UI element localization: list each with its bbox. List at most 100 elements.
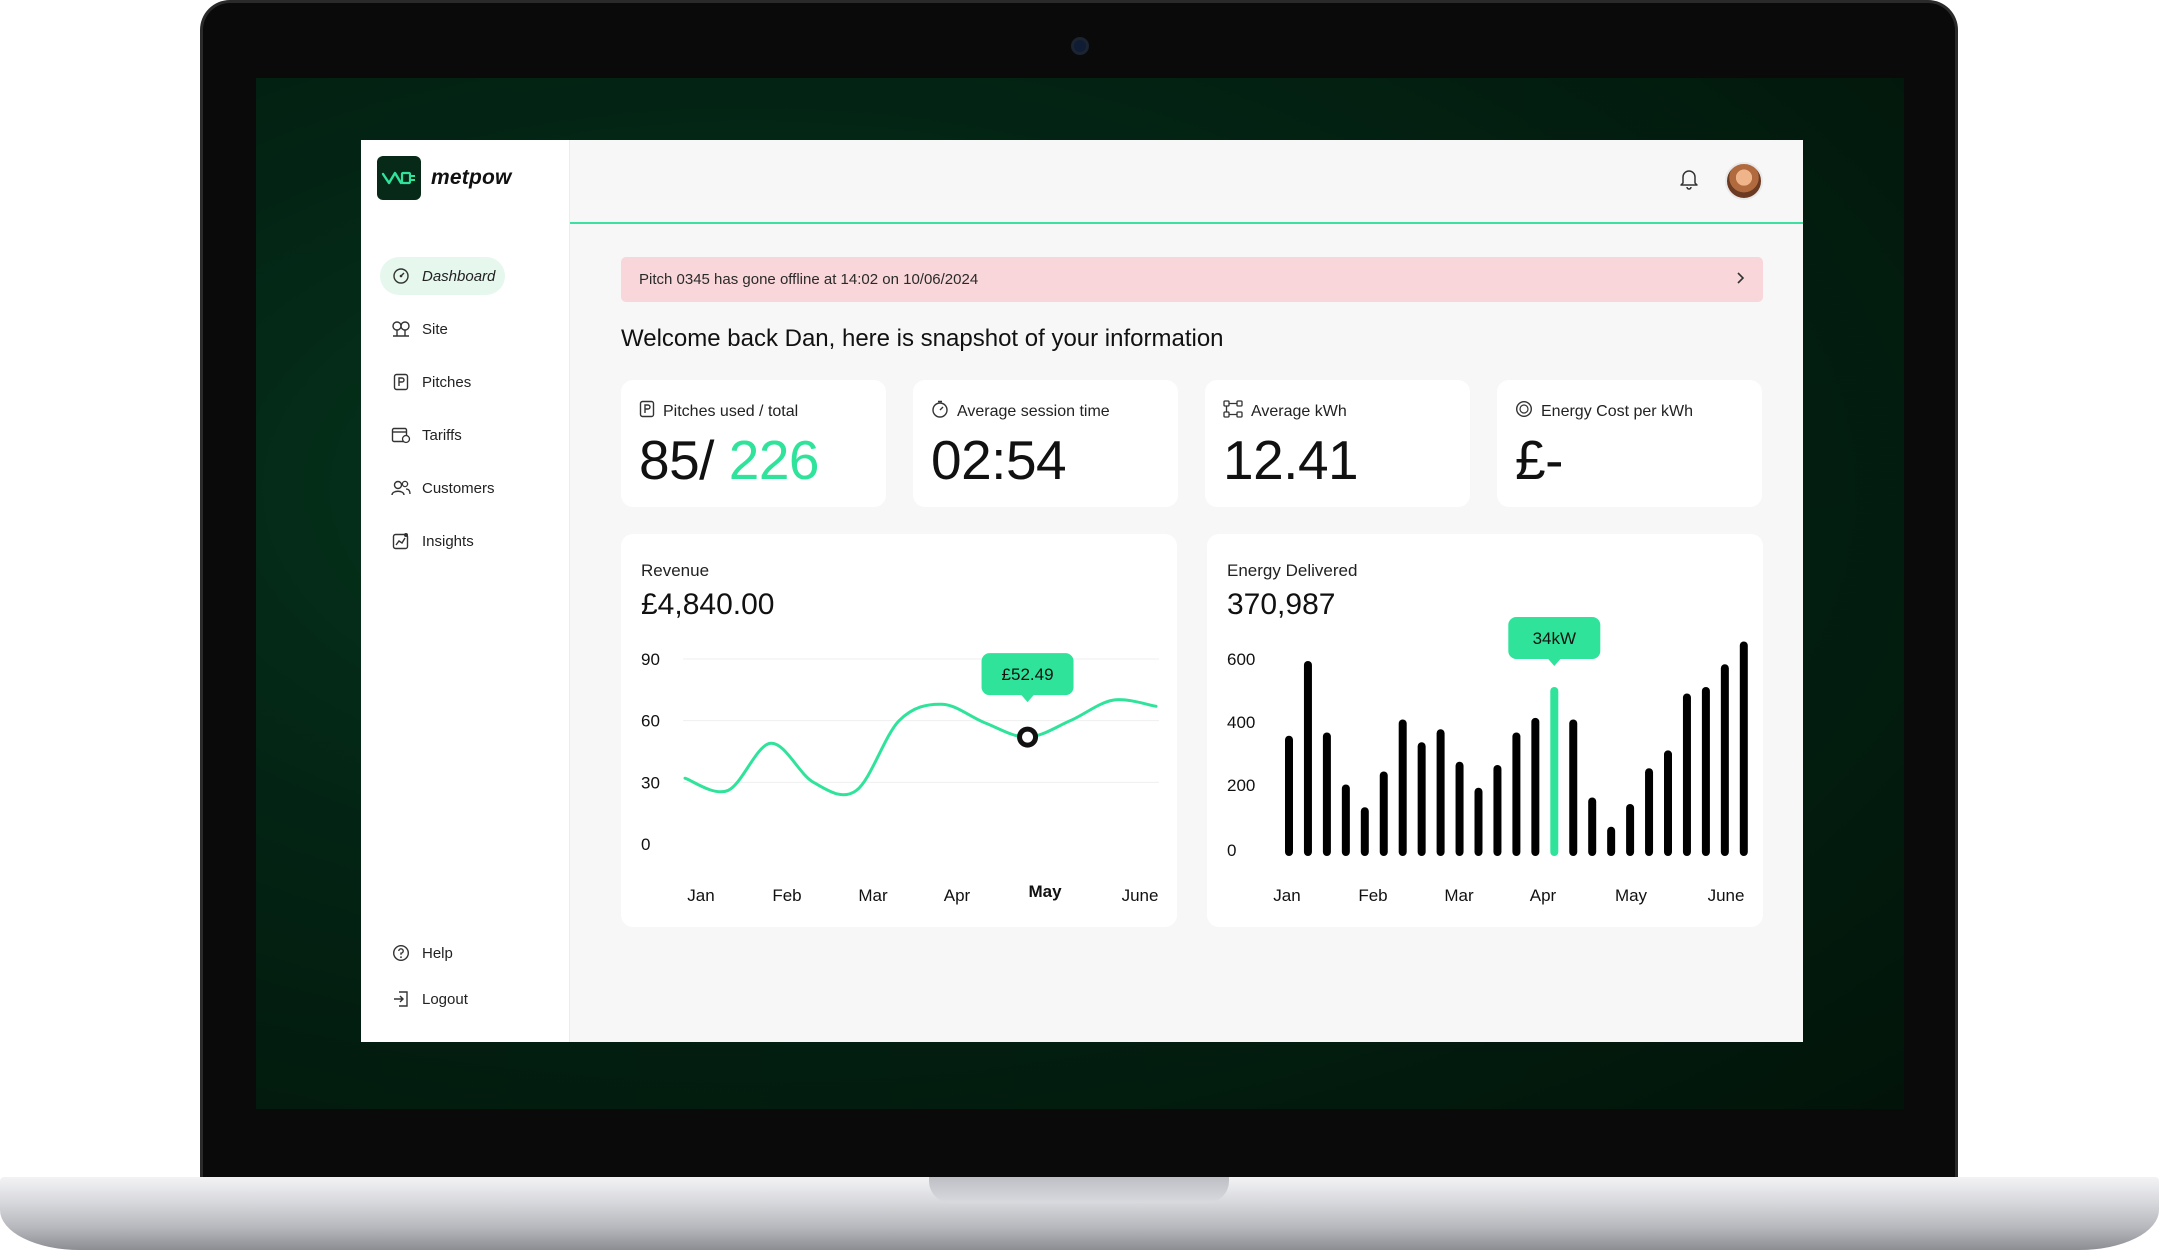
energy-bar[interactable] [1569, 719, 1578, 857]
site-icon [390, 318, 412, 340]
stat-label: Pitches used / total [663, 402, 799, 420]
camera [1071, 37, 1089, 55]
sidebar-item-label: Logout [422, 990, 468, 1008]
stat-card-session-time: Average session time 02:54 [913, 380, 1178, 507]
energy-bar[interactable] [1531, 717, 1540, 856]
sidebar-item-insights[interactable]: Insights [380, 522, 484, 560]
stat-label-row: Average session time [931, 400, 1160, 423]
energy-bar[interactable] [1303, 661, 1312, 856]
sidebar: metpow Dashboard Site [361, 140, 570, 1042]
revenue-point-marker[interactable] [1017, 726, 1039, 748]
energy-tooltip: 34kW [1508, 617, 1601, 666]
chevron-right-icon[interactable] [1735, 271, 1745, 289]
sidebar-item-label: Customers [422, 479, 495, 497]
x-tick-label: June [1708, 886, 1745, 905]
tooltip-box [981, 653, 1074, 696]
tariffs-icon [390, 424, 412, 446]
offline-alert-banner[interactable]: Pitch 0345 has gone offline at 14:02 on … [621, 257, 1763, 302]
revenue-series-line [683, 698, 1158, 797]
pitch-icon [639, 400, 655, 423]
energy-bar[interactable] [1512, 732, 1521, 857]
pitches-used: 85/ [639, 429, 714, 491]
y-tick-label: 30 [641, 773, 660, 792]
energy-bar[interactable] [1398, 719, 1407, 857]
energy-bar[interactable] [1645, 768, 1654, 856]
stat-label-row: Energy Cost per kWh [1515, 400, 1744, 423]
energy-bar[interactable] [1341, 784, 1350, 857]
network-icon [1223, 400, 1243, 423]
screen: metpow Dashboard Site [256, 78, 1904, 1109]
help-icon [390, 942, 412, 964]
energy-card: Energy Delivered 370,987 0 200 400 600 34kW J… [1207, 534, 1763, 927]
x-tick-label: Mar [1444, 886, 1474, 905]
sidebar-item-dashboard[interactable]: Dashboard [380, 257, 506, 295]
laptop-notch [929, 1177, 1229, 1203]
bell-icon[interactable] [1679, 168, 1699, 195]
sidebar-item-label: Site [422, 320, 448, 338]
energy-bar[interactable] [1739, 641, 1748, 857]
energy-bar-highlight[interactable] [1550, 687, 1559, 856]
y-tick-label: 600 [1227, 650, 1255, 669]
alert-text: Pitch 0345 has gone offline at 14:02 on … [639, 271, 979, 288]
main-content: Pitch 0345 has gone offline at 14:02 on … [570, 140, 1803, 1042]
sidebar-item-tariffs[interactable]: Tariffs [380, 416, 472, 454]
brand-name: metpow [431, 166, 512, 189]
y-tick-label: 0 [641, 835, 650, 854]
sidebar-item-label: Insights [422, 532, 474, 550]
brand[interactable]: metpow [377, 156, 512, 200]
energy-bar[interactable] [1379, 771, 1388, 857]
energy-bar[interactable] [1474, 787, 1483, 856]
stat-label-row: Pitches used / total [639, 400, 868, 423]
energy-bar[interactable] [1701, 687, 1710, 856]
tooltip-pointer [1020, 694, 1035, 703]
x-tick-label: Jan [1273, 886, 1300, 905]
sidebar-item-logout[interactable]: Logout [380, 980, 478, 1018]
x-tick-label: May [1028, 882, 1062, 901]
energy-bar[interactable] [1455, 761, 1464, 856]
stat-value: 85/ 226 [639, 433, 868, 488]
stat-label: Average session time [957, 402, 1110, 420]
x-tick-label: Feb [1358, 886, 1387, 905]
sidebar-item-customers[interactable]: Customers [380, 469, 505, 507]
revenue-card: Revenue £4,840.00 0 30 60 90 £52.49 Jan Feb Mar… [621, 534, 1177, 927]
energy-bar[interactable] [1664, 750, 1672, 856]
chart-total: 370,987 [1227, 588, 1336, 621]
coin-icon [1515, 400, 1533, 423]
sidebar-item-help[interactable]: Help [380, 934, 463, 972]
sidebar-item-label: Help [422, 944, 453, 962]
sidebar-item-label: Tariffs [422, 426, 462, 444]
x-tick-label: June [1122, 886, 1159, 905]
stat-label-row: Average kWh [1223, 400, 1452, 423]
tooltip-text: £52.49 [1002, 665, 1054, 684]
energy-bar[interactable] [1360, 807, 1369, 856]
sidebar-item-pitches[interactable]: Pitches [380, 363, 481, 401]
insights-icon [390, 530, 412, 552]
tooltip-pointer [1547, 658, 1562, 666]
energy-bar[interactable] [1588, 797, 1597, 857]
x-tick-label: Feb [772, 886, 801, 905]
x-tick-label: Apr [944, 886, 971, 905]
energy-bar[interactable] [1285, 735, 1293, 856]
energy-bar[interactable] [1607, 826, 1616, 856]
energy-bar[interactable] [1626, 804, 1635, 856]
x-tick-label: Jan [687, 886, 714, 905]
chart-title: Revenue [641, 561, 710, 580]
energy-bar[interactable] [1436, 729, 1445, 856]
energy-bar[interactable] [1493, 765, 1502, 856]
energy-bar[interactable] [1417, 742, 1426, 856]
tooltip-text: 34kW [1533, 629, 1576, 648]
stat-card-energy-cost: Energy Cost per kWh £- [1497, 380, 1762, 507]
pitches-icon [390, 371, 412, 393]
energy-bar[interactable] [1682, 693, 1691, 857]
sidebar-item-site[interactable]: Site [380, 310, 458, 348]
x-tick-label: Apr [1530, 886, 1557, 905]
sidebar-footer: Help Logout [380, 934, 478, 1026]
top-bar [570, 140, 1803, 224]
chart-total: £4,840.00 [641, 588, 775, 621]
energy-bar[interactable] [1322, 732, 1331, 857]
welcome-heading: Welcome back Dan, here is snapshot of yo… [621, 325, 1224, 352]
dashboard-icon [390, 265, 412, 287]
user-avatar[interactable] [1725, 162, 1763, 200]
revenue-tooltip: £52.49 [981, 653, 1074, 703]
energy-bar[interactable] [1720, 664, 1729, 856]
